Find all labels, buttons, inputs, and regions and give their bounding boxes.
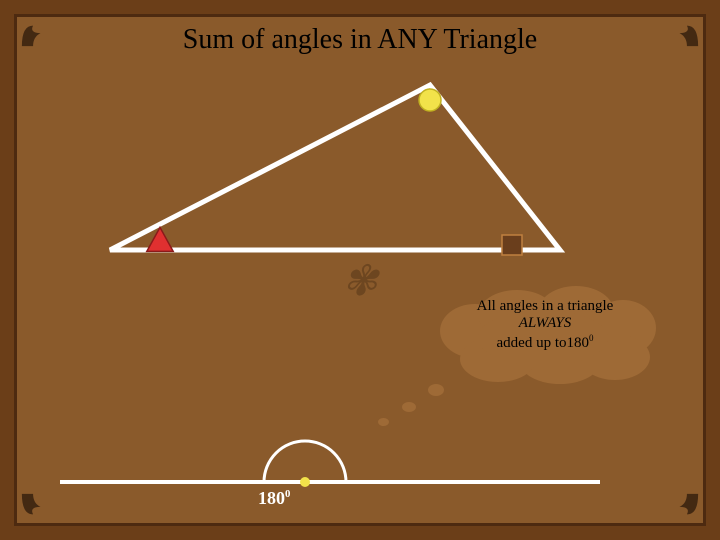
triangle-diagram	[60, 70, 600, 280]
slide: Sum of angles in ANY Triangle ✾ All angl…	[0, 0, 720, 540]
triangle-shape	[110, 85, 560, 250]
thought-trail-bubble-icon	[428, 384, 444, 396]
yellow-dot-marker-icon	[419, 89, 441, 111]
corner-ornament-icon	[672, 492, 700, 520]
corner-ornament-icon	[20, 492, 48, 520]
corner-ornament-icon	[672, 20, 700, 48]
thought-trail-bubble-icon	[402, 402, 416, 412]
angle-180-label: 1800	[258, 488, 290, 509]
slide-title: Sum of angles in ANY Triangle	[183, 24, 537, 56]
cloud-line-2: ALWAYS	[440, 315, 650, 332]
cloud-line-1: All angles in a triangle	[440, 298, 650, 315]
square-marker-icon	[502, 235, 522, 255]
corner-ornament-icon	[20, 20, 48, 48]
semicircle-arc-icon	[260, 438, 350, 486]
cloud-line-3: added up to1800	[440, 333, 650, 352]
thought-trail-bubble-icon	[378, 418, 389, 426]
cloud-text: All angles in a triangle ALWAYS added up…	[440, 298, 650, 352]
